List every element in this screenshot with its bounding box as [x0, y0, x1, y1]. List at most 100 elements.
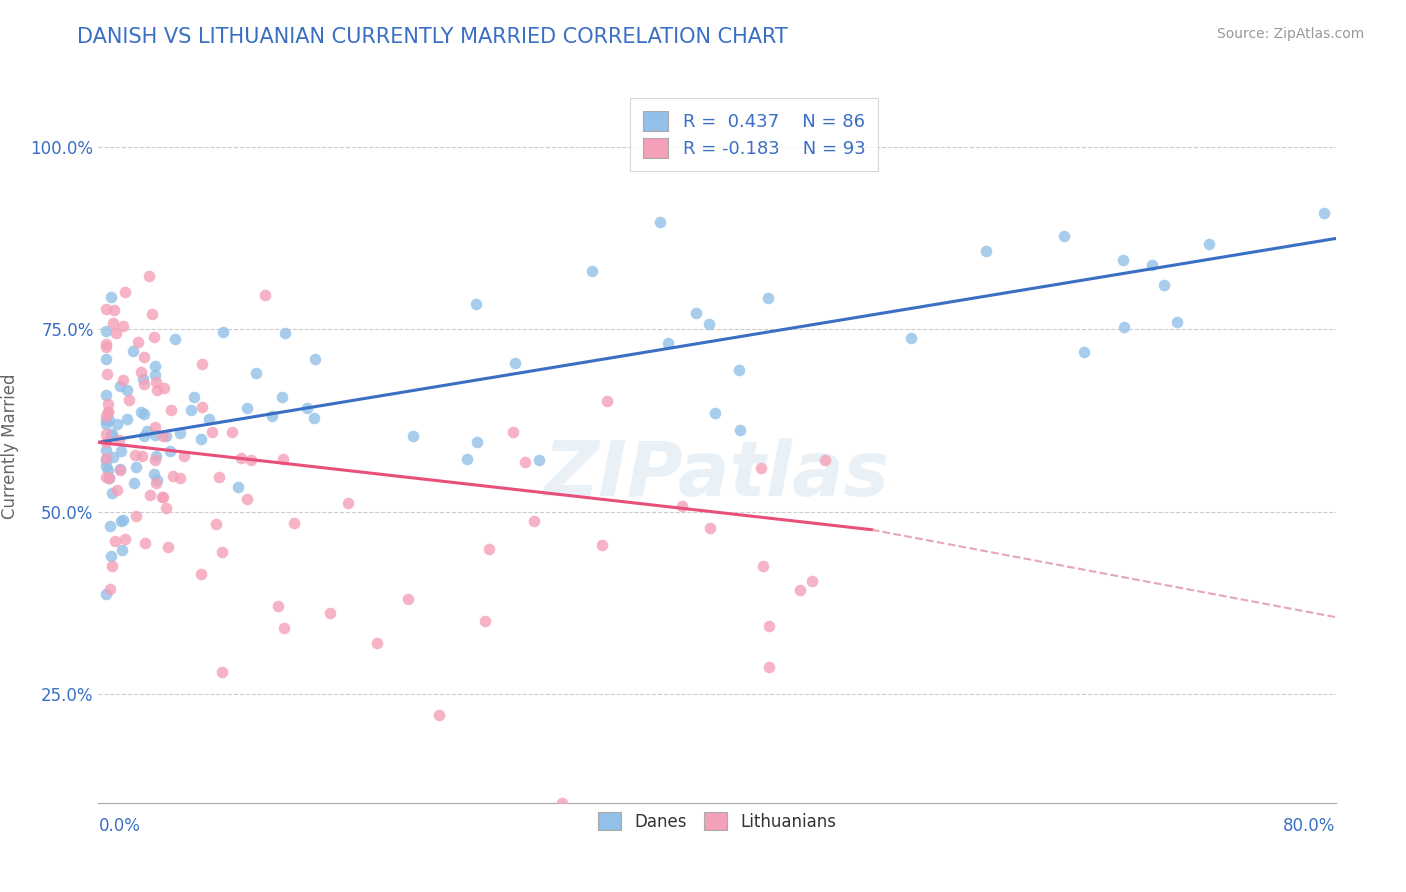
Point [211, 665, 233, 679]
Point [97, 405, 120, 419]
Point [751, 558, 773, 573]
Point [98, 518, 121, 533]
Point [581, 263, 603, 277]
Point [132, 429, 155, 443]
Point [97, 397, 120, 411]
Point [253, 288, 276, 302]
Point [236, 491, 259, 506]
Point [101, 317, 124, 331]
Point [703, 406, 725, 420]
Point [101, 558, 124, 573]
Point [110, 543, 132, 558]
Point [108, 462, 131, 476]
Point [523, 514, 546, 528]
Point [103, 303, 125, 318]
Point [699, 318, 721, 332]
Point [337, 496, 360, 510]
Point [100, 290, 122, 304]
Point [118, 392, 141, 407]
Point [221, 425, 243, 439]
Point [129, 405, 152, 419]
Point [596, 394, 619, 409]
Point [131, 450, 153, 464]
Point [114, 533, 136, 547]
Point [100, 428, 122, 442]
Y-axis label: Currently Married: Currently Married [1, 373, 20, 519]
Point [1053, 228, 1076, 243]
Point [758, 619, 780, 633]
Point [159, 443, 181, 458]
Point [396, 591, 419, 606]
Point [96, 443, 118, 458]
Point [527, 453, 550, 467]
Point [502, 425, 524, 439]
Point [456, 451, 478, 466]
Point [657, 335, 679, 350]
Point [110, 514, 132, 528]
Point [295, 401, 318, 415]
Point [96, 367, 118, 381]
Point [1312, 206, 1334, 220]
Point [143, 368, 166, 382]
Point [198, 412, 221, 426]
Point [163, 332, 186, 346]
Point [96, 458, 118, 473]
Point [124, 476, 146, 491]
Point [190, 400, 212, 414]
Point [211, 325, 233, 339]
Point [96, 324, 118, 338]
Point [127, 335, 149, 350]
Point [98, 471, 121, 485]
Point [142, 467, 165, 482]
Point [96, 413, 118, 427]
Point [96, 470, 118, 484]
Point [134, 536, 156, 550]
Point [1166, 315, 1188, 329]
Point [205, 517, 228, 532]
Point [105, 326, 128, 340]
Point [152, 429, 174, 443]
Point [648, 215, 671, 229]
Point [169, 471, 191, 485]
Point [153, 381, 176, 395]
Point [125, 460, 148, 475]
Point [474, 614, 496, 628]
Point [245, 366, 267, 380]
Point [226, 481, 249, 495]
Point [100, 549, 122, 563]
Point [789, 583, 811, 598]
Point [699, 521, 721, 535]
Point [96, 340, 118, 354]
Text: Source: ZipAtlas.com: Source: ZipAtlas.com [1216, 27, 1364, 41]
Point [103, 450, 125, 465]
Point [96, 453, 118, 467]
Point [267, 599, 290, 613]
Point [96, 587, 118, 601]
Point [749, 461, 772, 475]
Point [156, 540, 179, 554]
Point [319, 607, 342, 621]
Point [145, 375, 167, 389]
Point [591, 539, 613, 553]
Point [96, 417, 118, 431]
Point [146, 473, 169, 487]
Point [201, 425, 224, 439]
Text: 0.0%: 0.0% [98, 817, 141, 835]
Point [271, 390, 294, 404]
Point [191, 357, 214, 371]
Point [134, 407, 156, 421]
Point [96, 427, 118, 442]
Point [97, 404, 120, 418]
Point [900, 331, 922, 345]
Legend: Danes, Lithuanians: Danes, Lithuanians [591, 805, 844, 838]
Point [283, 516, 305, 531]
Point [112, 318, 135, 333]
Point [145, 475, 167, 490]
Text: 80.0%: 80.0% [1284, 817, 1336, 835]
Point [1198, 237, 1220, 252]
Point [146, 384, 169, 398]
Point [101, 427, 124, 442]
Point [229, 451, 252, 466]
Point [110, 444, 132, 458]
Point [180, 402, 202, 417]
